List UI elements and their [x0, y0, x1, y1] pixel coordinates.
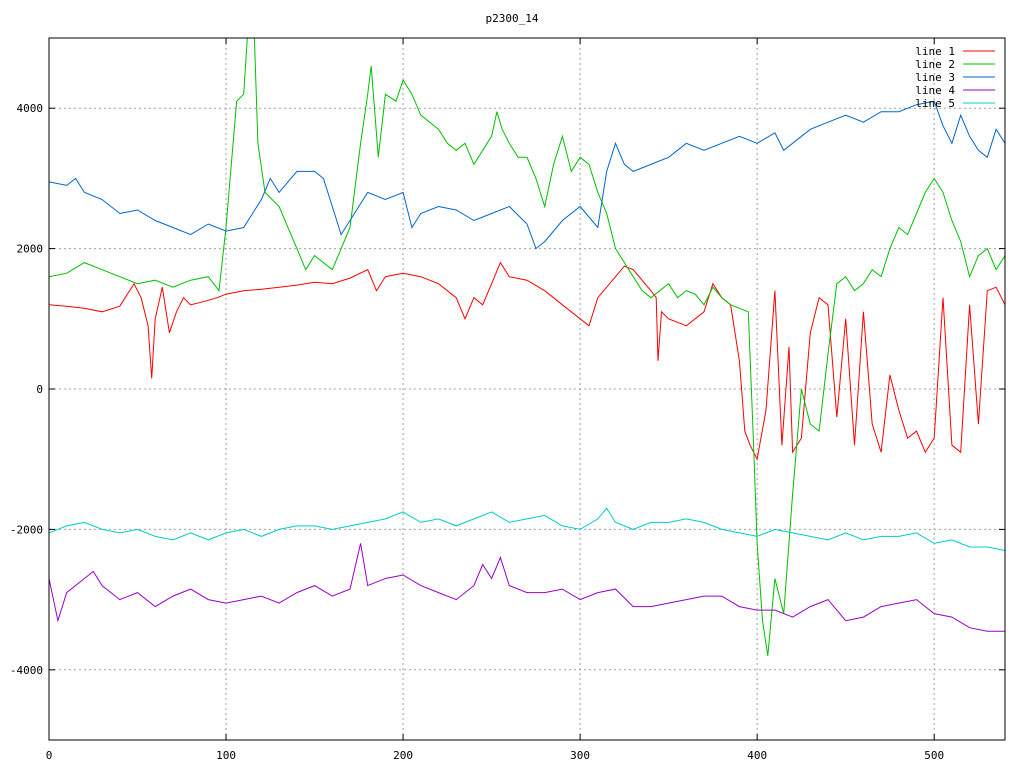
grid-lines [49, 38, 1005, 740]
x-tick-label: 300 [570, 749, 590, 762]
x-tick-label: 200 [393, 749, 413, 762]
y-tick-label: -2000 [10, 523, 43, 536]
x-tick-label: 0 [46, 749, 53, 762]
series-line-2 [49, 38, 1005, 656]
legend-label-2: line 2 [915, 58, 955, 71]
legend-label-3: line 3 [915, 71, 955, 84]
legend-label-4: line 4 [915, 84, 955, 97]
legend-label-1: line 1 [915, 45, 955, 58]
x-tick-label: 100 [216, 749, 236, 762]
series-line-5 [49, 507, 1005, 551]
y-tick-label: 4000 [17, 102, 44, 115]
chart-title: p2300_14 [486, 12, 539, 25]
axis-ticks: 0 100 200 300 400 500 -4000 -2000 0 2000 4000 [10, 38, 1005, 762]
series-layer [49, 38, 1005, 656]
y-tick-label: 0 [36, 383, 43, 396]
y-tick-label: 2000 [17, 243, 44, 256]
y-tick-label: -4000 [10, 664, 43, 677]
series-line-3 [49, 100, 1005, 250]
x-tick-label: 500 [924, 749, 944, 762]
legend-label-5: line 5 [915, 97, 955, 110]
x-tick-label: 400 [747, 749, 767, 762]
series-line-1 [49, 261, 1005, 461]
series-line-4 [49, 543, 1005, 632]
